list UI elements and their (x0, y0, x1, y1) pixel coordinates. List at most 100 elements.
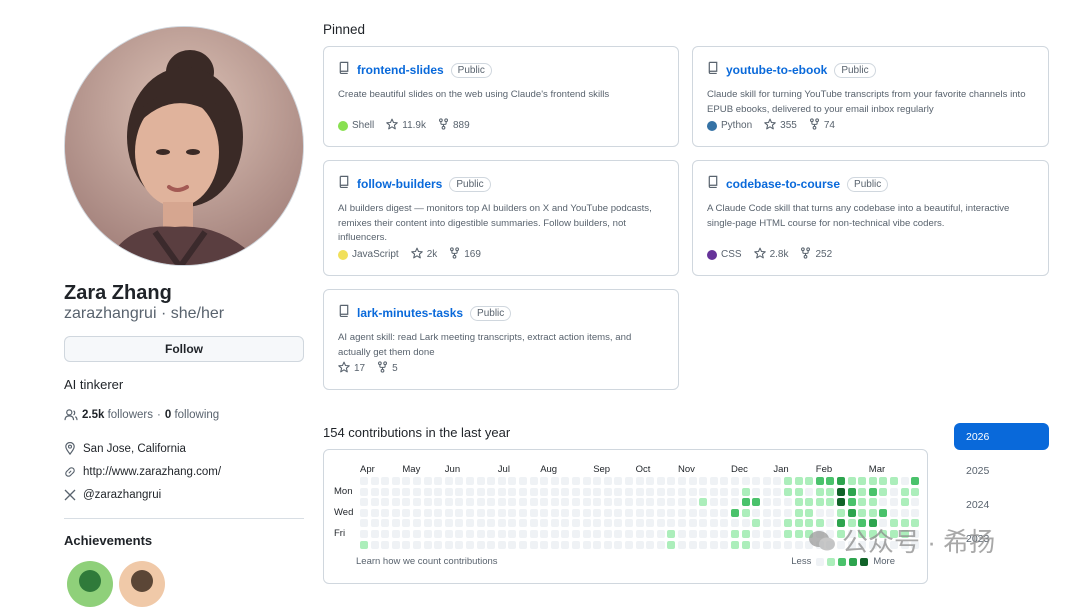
contribution-day[interactable] (603, 508, 612, 517)
contribution-day[interactable] (741, 508, 750, 517)
contribution-day[interactable] (678, 540, 686, 549)
contribution-day[interactable] (519, 487, 527, 496)
contribution-day[interactable] (879, 540, 888, 549)
contribution-day[interactable] (550, 498, 559, 507)
contribution-day[interactable] (688, 519, 697, 528)
contribution-day[interactable] (603, 540, 612, 549)
contribution-day[interactable] (752, 487, 761, 496)
contribution-day[interactable] (423, 530, 432, 538)
contribution-day[interactable] (360, 519, 368, 528)
contribution-day[interactable] (402, 487, 411, 496)
contribution-day[interactable] (890, 540, 898, 549)
contribution-day[interactable] (720, 519, 729, 528)
contribution-day[interactable] (476, 519, 485, 528)
contribution-day[interactable] (667, 519, 676, 528)
contribution-day[interactable] (837, 530, 845, 538)
contribution-day[interactable] (773, 519, 782, 528)
contribution-day[interactable] (540, 498, 549, 507)
contribution-day[interactable] (646, 540, 655, 549)
contribution-day[interactable] (709, 508, 718, 517)
contribution-day[interactable] (466, 530, 474, 538)
contribution-day[interactable] (572, 477, 580, 485)
contribution-day[interactable] (444, 540, 453, 549)
contribution-day[interactable] (487, 508, 496, 517)
following-link[interactable]: 0 following (165, 409, 219, 421)
contribution-day[interactable] (413, 530, 421, 538)
contribution-day[interactable] (444, 487, 453, 496)
achievement-badge-pull-shark[interactable] (67, 561, 113, 607)
contribution-day[interactable] (635, 530, 644, 538)
contribution-day[interactable] (815, 519, 824, 528)
contribution-day[interactable] (731, 508, 739, 517)
contribution-day[interactable] (540, 519, 549, 528)
contribution-day[interactable] (752, 530, 761, 538)
contribution-day[interactable] (497, 508, 506, 517)
contribution-day[interactable] (858, 487, 867, 496)
contribution-day[interactable] (614, 487, 623, 496)
repo-stars-link[interactable]: 2k (410, 247, 437, 262)
contribution-day[interactable] (709, 530, 718, 538)
contribution-day[interactable] (678, 519, 686, 528)
contribution-day[interactable] (455, 477, 464, 485)
contribution-day[interactable] (667, 477, 676, 485)
contribution-day[interactable] (635, 519, 644, 528)
contribution-day[interactable] (667, 498, 676, 507)
contribution-day[interactable] (423, 519, 432, 528)
contribution-day[interactable] (625, 487, 633, 496)
repo-name-link[interactable]: codebase-to-course (726, 177, 841, 191)
contribution-day[interactable] (402, 508, 411, 517)
contribution-day[interactable] (519, 530, 527, 538)
contribution-day[interactable] (572, 530, 580, 538)
contribution-day[interactable] (667, 508, 676, 517)
contribution-day[interactable] (709, 477, 718, 485)
contribution-day[interactable] (434, 519, 443, 528)
contribution-day[interactable] (561, 498, 570, 507)
contribution-day[interactable] (614, 519, 623, 528)
contribution-day[interactable] (773, 477, 782, 485)
contribution-day[interactable] (741, 487, 750, 496)
contribution-day[interactable] (879, 498, 888, 507)
contribution-day[interactable] (900, 477, 909, 485)
contribution-day[interactable] (582, 508, 591, 517)
contribution-day[interactable] (455, 540, 464, 549)
contribution-day[interactable] (497, 519, 506, 528)
x-handle-link[interactable]: @zarazhangrui (83, 489, 162, 501)
contribution-day[interactable] (900, 487, 909, 496)
contribution-day[interactable] (868, 508, 877, 517)
contribution-day[interactable] (784, 530, 792, 538)
contribution-day[interactable] (847, 540, 856, 549)
contribution-day[interactable] (487, 530, 496, 538)
contribution-day[interactable] (508, 508, 517, 517)
contribution-day[interactable] (603, 530, 612, 538)
contribution-day[interactable] (773, 540, 782, 549)
contribution-day[interactable] (731, 477, 739, 485)
contribution-day[interactable] (762, 530, 771, 538)
contribution-day[interactable] (858, 540, 867, 549)
contribution-day[interactable] (360, 530, 368, 538)
contribution-day[interactable] (519, 477, 527, 485)
contribution-day[interactable] (572, 498, 580, 507)
contribution-day[interactable] (762, 487, 771, 496)
contribution-day[interactable] (837, 519, 845, 528)
contribution-day[interactable] (847, 477, 856, 485)
contribution-day[interactable] (466, 477, 474, 485)
contribution-day[interactable] (699, 540, 708, 549)
contribution-day[interactable] (540, 487, 549, 496)
contribution-day[interactable] (868, 519, 877, 528)
contribution-day[interactable] (550, 540, 559, 549)
contribution-day[interactable] (805, 498, 814, 507)
contribution-day[interactable] (805, 487, 814, 496)
contribution-day[interactable] (423, 540, 432, 549)
contribution-day[interactable] (868, 540, 877, 549)
contribution-day[interactable] (572, 487, 580, 496)
contribution-day[interactable] (444, 498, 453, 507)
contribution-day[interactable] (720, 498, 729, 507)
achievement-badge-starstruck[interactable] (119, 561, 165, 607)
contribution-day[interactable] (837, 487, 845, 496)
contribution-day[interactable] (402, 498, 411, 507)
contribution-day[interactable] (519, 540, 527, 549)
contribution-day[interactable] (603, 519, 612, 528)
contribution-day[interactable] (508, 530, 517, 538)
contribution-day[interactable] (815, 508, 824, 517)
profile-avatar[interactable] (64, 26, 304, 266)
